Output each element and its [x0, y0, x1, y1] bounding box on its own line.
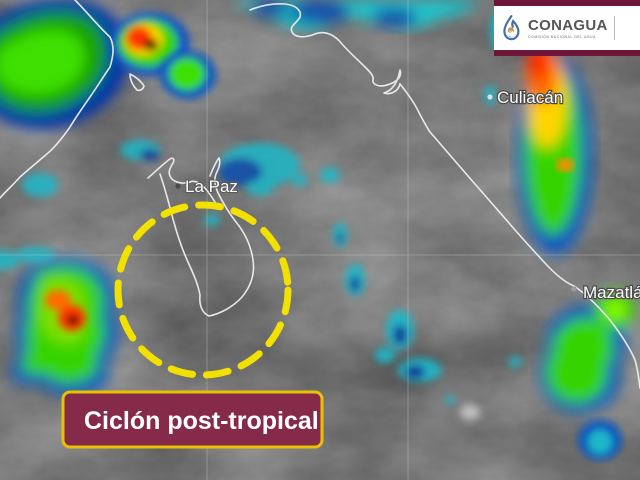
svg-text:Culiacán: Culiacán [497, 88, 563, 107]
svg-text:Ciclón post-tropical: Ciclón post-tropical [84, 407, 319, 435]
svg-text:Mazatlán: Mazatlán [583, 283, 640, 302]
svg-text:La Paz: La Paz [185, 177, 238, 196]
